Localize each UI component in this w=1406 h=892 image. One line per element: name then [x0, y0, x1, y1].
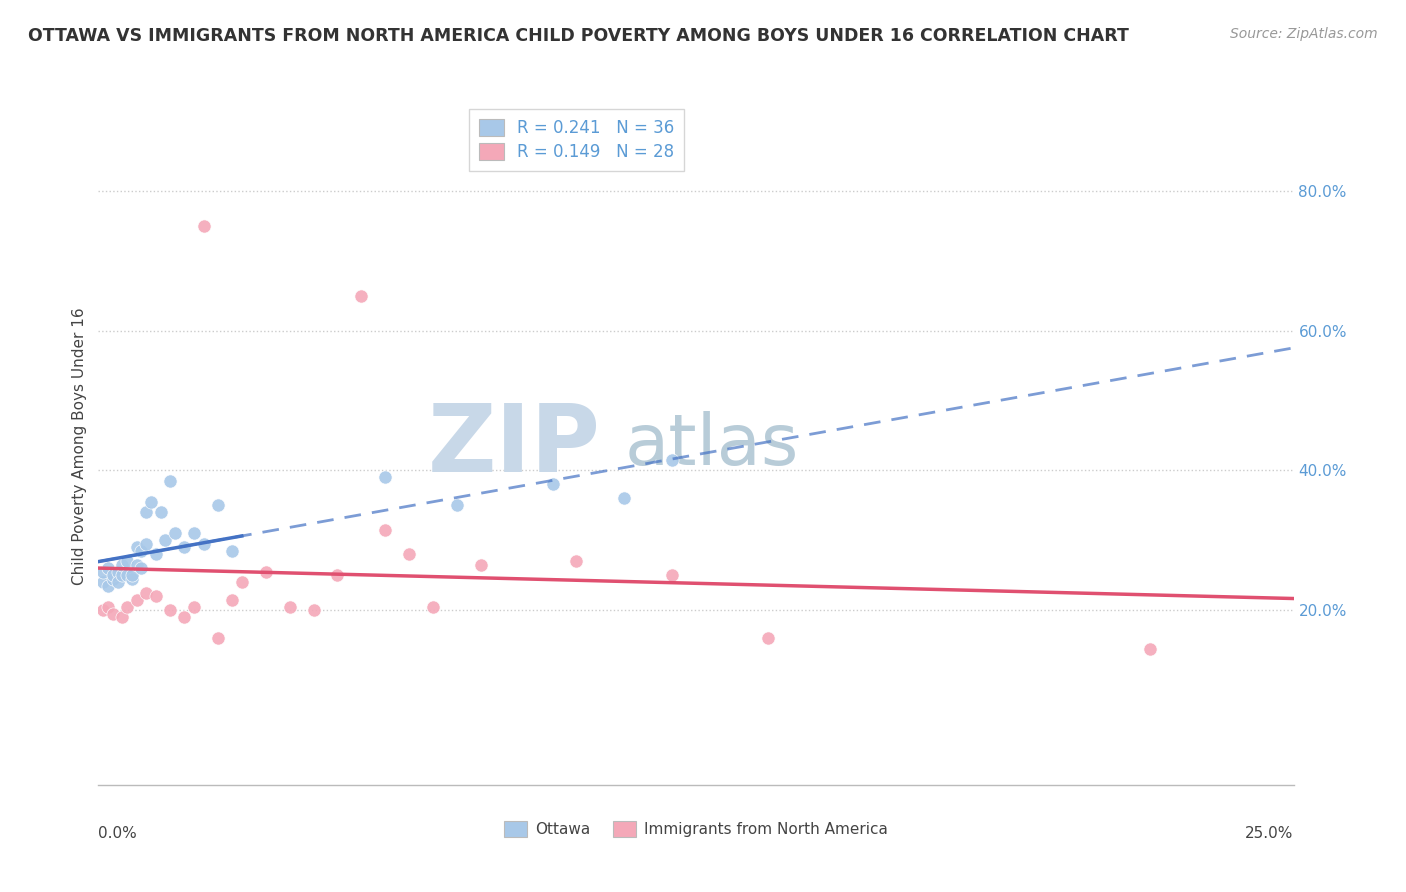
Point [541, 477, 564, 491]
Point [398, 547, 420, 561]
Point [97, 579, 120, 593]
Point [207, 499, 229, 513]
Point [111, 558, 134, 572]
Point [125, 592, 148, 607]
Point [125, 541, 148, 555]
Point [107, 575, 129, 590]
Point [231, 575, 253, 590]
Point [302, 603, 325, 617]
Point [111, 568, 134, 582]
Point [193, 219, 215, 233]
Text: ZIP: ZIP [427, 400, 600, 492]
Point [350, 289, 373, 303]
Point [107, 565, 129, 579]
Point [101, 607, 124, 621]
Point [565, 554, 588, 568]
Point [374, 470, 396, 484]
Point [139, 495, 162, 509]
Point [173, 541, 195, 555]
Point [115, 599, 138, 614]
Point [422, 599, 444, 614]
Point [446, 499, 468, 513]
Point [221, 544, 243, 558]
Point [115, 568, 138, 582]
Point [149, 505, 172, 519]
Point [131, 561, 153, 575]
Point [155, 533, 177, 548]
Point [121, 572, 143, 586]
Text: 0.0%: 0.0% [98, 826, 138, 840]
Point [131, 544, 153, 558]
Point [135, 586, 157, 600]
Text: Source: ZipAtlas.com: Source: ZipAtlas.com [1230, 27, 1378, 41]
Point [1139, 641, 1161, 656]
Point [193, 537, 215, 551]
Point [470, 558, 492, 572]
Point [101, 568, 124, 582]
Point [91, 575, 114, 590]
Point [221, 592, 243, 607]
Point [374, 523, 396, 537]
Point [97, 561, 120, 575]
Point [173, 610, 195, 624]
Point [145, 589, 167, 603]
Point [115, 554, 138, 568]
Point [97, 599, 120, 614]
Point [135, 537, 157, 551]
Point [111, 610, 134, 624]
Point [91, 565, 114, 579]
Point [121, 568, 143, 582]
Point [159, 603, 181, 617]
Point [145, 547, 167, 561]
Point [254, 565, 277, 579]
Text: OTTAWA VS IMMIGRANTS FROM NORTH AMERICA CHILD POVERTY AMONG BOYS UNDER 16 CORREL: OTTAWA VS IMMIGRANTS FROM NORTH AMERICA … [28, 27, 1129, 45]
Legend: Ottawa, Immigrants from North America: Ottawa, Immigrants from North America [496, 814, 896, 845]
Point [183, 599, 205, 614]
Y-axis label: Child Poverty Among Boys Under 16: Child Poverty Among Boys Under 16 [72, 307, 87, 585]
Point [207, 631, 229, 645]
Point [101, 572, 124, 586]
Point [326, 568, 349, 582]
Point [125, 558, 148, 572]
Point [135, 505, 157, 519]
Point [91, 603, 114, 617]
Point [183, 526, 205, 541]
Point [613, 491, 636, 506]
Point [661, 453, 683, 467]
Point [278, 599, 301, 614]
Text: atlas: atlas [624, 411, 799, 481]
Text: 25.0%: 25.0% [1246, 826, 1294, 840]
Point [159, 474, 181, 488]
Point [661, 568, 683, 582]
Point [756, 631, 779, 645]
Point [163, 526, 186, 541]
